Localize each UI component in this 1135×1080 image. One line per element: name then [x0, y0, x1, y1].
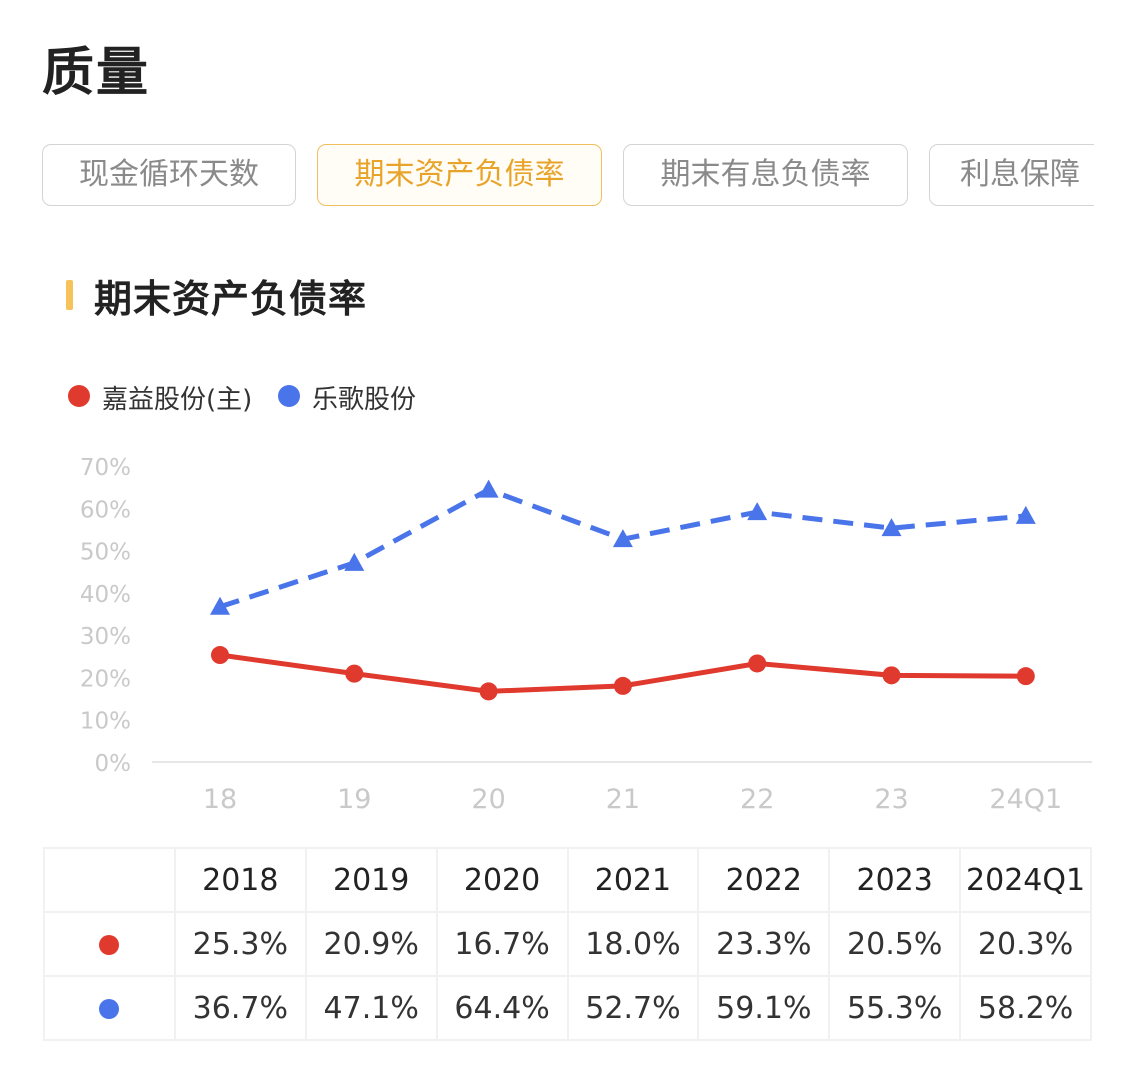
- data-point-circle: [1016, 667, 1035, 686]
- table-row-marker: [43, 975, 176, 1041]
- data-point-triangle: [478, 479, 499, 498]
- table-header-cell: 2023: [828, 847, 962, 913]
- section-accent-bar: [66, 280, 73, 310]
- table-row-marker: [43, 911, 176, 977]
- data-point-triangle: [344, 552, 365, 571]
- legend-dot-blue: [278, 385, 300, 407]
- table-cell: 47.1%: [304, 975, 438, 1041]
- table-header-cell: 2020: [435, 847, 569, 913]
- table-cell: 20.9%: [304, 911, 438, 977]
- table-header-row: 2018 2019 2020 2021 2022 2023 2024Q1: [43, 847, 1092, 913]
- y-tick-label: 20%: [80, 666, 131, 692]
- tab-cash-cycle-days[interactable]: 现金循环天数: [42, 144, 296, 206]
- y-tick-label: 60%: [80, 497, 131, 523]
- table-cell: 16.7%: [435, 911, 569, 977]
- data-point-triangle: [881, 518, 902, 537]
- table-cell: 36.7%: [173, 975, 307, 1041]
- data-point-circle: [345, 664, 364, 683]
- table-header-cell: 2018: [173, 847, 307, 913]
- table-header-cell: 2019: [304, 847, 438, 913]
- y-tick-label: 0%: [95, 751, 132, 777]
- data-table: 2018 2019 2020 2021 2022 2023 2024Q1 25.…: [43, 847, 1092, 1041]
- line-chart: 0% 10% 20% 30% 40% 50% 60% 70% 18 19 20 21 22 23 24Q1: [80, 455, 1092, 815]
- table-cell: 59.1%: [697, 975, 831, 1041]
- row-dot-blue: [99, 999, 120, 1019]
- table-header-cell: 2022: [697, 847, 831, 913]
- tab-debt-ratio[interactable]: 期末资产负债率: [317, 144, 602, 206]
- x-tick-label: 22: [740, 784, 774, 815]
- table-cell: 20.3%: [959, 911, 1092, 977]
- x-tick-label: 20: [471, 784, 505, 815]
- legend-label: 嘉益股份(主): [102, 385, 253, 415]
- data-point-triangle: [612, 529, 633, 548]
- table-row: 36.7% 47.1% 64.4% 52.7% 59.1% 55.3% 58.2…: [43, 975, 1092, 1041]
- table-header-cell: 2021: [566, 847, 700, 913]
- table-cell: 25.3%: [173, 911, 307, 977]
- x-tick-label: 18: [203, 784, 237, 815]
- table-cell: 55.3%: [828, 975, 962, 1041]
- tab-interest-coverage[interactable]: 利息保障: [929, 144, 1094, 206]
- table-cell: 58.2%: [959, 975, 1092, 1041]
- x-tick-label: 23: [874, 784, 908, 815]
- table-cell: 52.7%: [566, 975, 700, 1041]
- row-dot-red: [99, 935, 120, 955]
- table-cell: 64.4%: [435, 975, 569, 1041]
- data-point-circle: [882, 666, 901, 685]
- data-point-circle: [613, 676, 632, 695]
- y-tick-label: 10%: [80, 709, 131, 735]
- data-point-circle: [748, 654, 767, 673]
- table-corner-cell: [43, 847, 176, 913]
- data-point-triangle: [210, 596, 230, 615]
- table-cell: 20.5%: [828, 911, 962, 977]
- tab-interest-bearing-debt-ratio[interactable]: 期末有息负债率: [623, 144, 908, 206]
- x-tick-label: 21: [606, 784, 640, 815]
- table-cell: 23.3%: [697, 911, 831, 977]
- table-header-cell: 2024Q1: [959, 847, 1092, 913]
- section-title: 期末资产负债率: [94, 277, 368, 321]
- legend-label: 乐歌股份: [312, 385, 417, 415]
- data-point-circle: [479, 682, 498, 701]
- y-tick-label: 30%: [80, 624, 131, 650]
- x-tick-label: 24Q1: [989, 784, 1062, 815]
- table-row: 25.3% 20.9% 16.7% 18.0% 23.3% 20.5% 20.3…: [43, 911, 1092, 977]
- x-tick-label: 19: [337, 784, 371, 815]
- legend-dot-red: [68, 385, 90, 407]
- y-tick-label: 50%: [80, 540, 131, 566]
- y-tick-label: 70%: [80, 455, 131, 481]
- table-cell: 18.0%: [566, 911, 700, 977]
- data-point-triangle: [1015, 505, 1036, 524]
- metric-tabs: 现金循环天数 期末资产负债率 期末有息负债率 利息保障: [42, 144, 1094, 210]
- y-tick-label: 40%: [80, 582, 131, 608]
- page-title: 质量: [42, 43, 151, 103]
- data-point-circle: [211, 646, 229, 665]
- data-point-triangle: [747, 502, 768, 521]
- series-line-2: [219, 487, 1027, 610]
